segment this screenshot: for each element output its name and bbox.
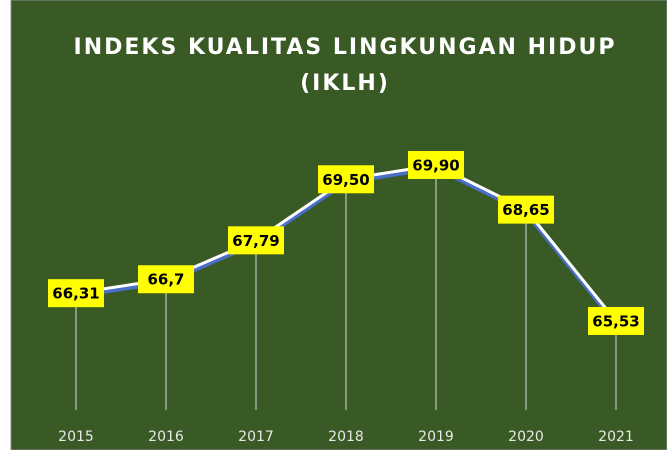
x-tick-label: 2019 [418, 429, 454, 445]
x-tick-label: 2015 [58, 429, 94, 445]
data-label: 68,65 [502, 201, 549, 219]
label-box [228, 226, 284, 255]
label-box [318, 165, 374, 194]
label-box [138, 265, 194, 294]
label-box [408, 151, 464, 179]
data-label: 67,79 [232, 232, 279, 250]
data-label: 65,53 [592, 313, 639, 331]
label-box [48, 279, 104, 308]
chart-title: (IKLH) [300, 71, 390, 96]
data-label: 66,31 [52, 285, 99, 303]
plot-background [10, 0, 667, 450]
x-tick-label: 2017 [238, 429, 274, 445]
x-tick-label: 2020 [508, 429, 544, 445]
x-tick-label: 2021 [598, 429, 634, 445]
data-label: 66,7 [147, 271, 184, 289]
chart-title: INDEKS KUALITAS LINGKUNGAN HIDUP [74, 35, 617, 60]
data-label: 69,50 [322, 171, 369, 189]
label-box [588, 307, 644, 335]
x-tick-label: 2018 [328, 429, 364, 445]
label-box [498, 195, 554, 224]
x-tick-label: 2016 [148, 429, 184, 445]
data-label: 69,90 [412, 157, 459, 175]
